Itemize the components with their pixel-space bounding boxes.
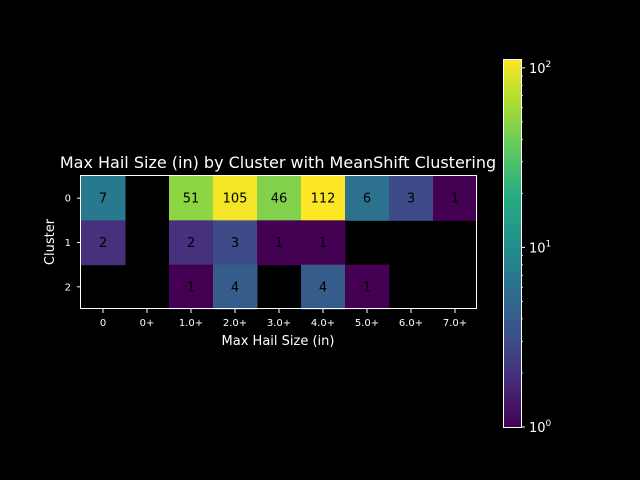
cell-value-label: 46: [271, 192, 288, 207]
cell-value-label: 1: [187, 280, 195, 295]
x-tick-label: 3.0+: [267, 318, 291, 329]
heatmap-cell: [389, 176, 434, 221]
cell-value-label: 4: [319, 280, 327, 295]
y-tick-label: 0: [65, 194, 71, 205]
x-tick-label: 0: [100, 318, 106, 329]
x-tick-label: 7.0+: [443, 318, 467, 329]
x-axis-label: Max Hail Size (in): [222, 334, 335, 349]
colorbar-tick-label: 101: [529, 239, 551, 256]
colorbar-tick-label: 100: [529, 419, 552, 436]
heatmap-cell: [213, 176, 258, 221]
y-axis: 0 1 2: [65, 194, 81, 293]
cell-value-label: 6: [363, 192, 371, 207]
x-tick-label: 4.0+: [311, 318, 335, 329]
heatmap-cell: [301, 264, 346, 310]
cell-value-label: 1: [363, 280, 371, 295]
cell-value-label: 1: [451, 192, 459, 207]
cell-value-label: 3: [231, 236, 239, 251]
heatmap-cells: [81, 176, 478, 310]
heatmap-cell: [433, 176, 478, 221]
heatmap-cell: [301, 220, 346, 266]
cell-value-label: 2: [187, 236, 195, 251]
cell-value-label: 1: [319, 236, 327, 251]
heatmap-cell: [169, 264, 214, 310]
x-axis: 0 0+ 1.0+ 2.0+ 3.0+ 4.0+ 5.0+ 6.0+ 7.0+: [100, 308, 467, 329]
cell-value-label: 3: [407, 192, 415, 207]
cell-value-label: 2: [99, 236, 107, 251]
cell-value-label: 112: [311, 192, 336, 207]
x-tick-label: 5.0+: [355, 318, 379, 329]
heatmap-cell: [345, 176, 390, 221]
heatmap-cell: [81, 220, 126, 266]
heatmap-cell: [213, 264, 258, 310]
x-tick-label: 2.0+: [223, 318, 247, 329]
x-tick-label: 0+: [140, 318, 155, 329]
heatmap-cell: [257, 220, 302, 266]
y-axis-label: Cluster: [43, 218, 58, 265]
heatmap-cell: [345, 264, 390, 310]
heatmap-cell: [169, 220, 214, 266]
cell-value-label: 7: [99, 192, 107, 207]
cell-value-label: 51: [183, 192, 200, 207]
heatmap-cell: [81, 176, 126, 221]
heatmap-cell: [257, 176, 302, 221]
cell-value-label: 105: [223, 192, 248, 207]
colorbar: [503, 59, 521, 427]
cell-value-label: 1: [275, 236, 283, 251]
x-tick-label: 1.0+: [179, 318, 203, 329]
heatmap-cell: [213, 220, 258, 266]
heatmap-cell: [301, 176, 346, 221]
heatmap-cell: [169, 176, 214, 221]
colorbar-ticks: 100 101 102: [521, 60, 552, 436]
chart-title: Max Hail Size (in) by Cluster with MeanS…: [60, 153, 496, 172]
cell-labels: 7 51 105 46 112 6 3 1 2 2 3 1 1 1 4 4 1: [99, 192, 459, 296]
colorbar-frame: [503, 59, 522, 428]
x-tick-label: 6.0+: [399, 318, 423, 329]
y-tick-label: 1: [65, 238, 71, 249]
y-tick-label: 2: [65, 282, 71, 293]
colorbar-tick-label: 102: [529, 60, 551, 77]
cell-value-label: 4: [231, 280, 239, 295]
